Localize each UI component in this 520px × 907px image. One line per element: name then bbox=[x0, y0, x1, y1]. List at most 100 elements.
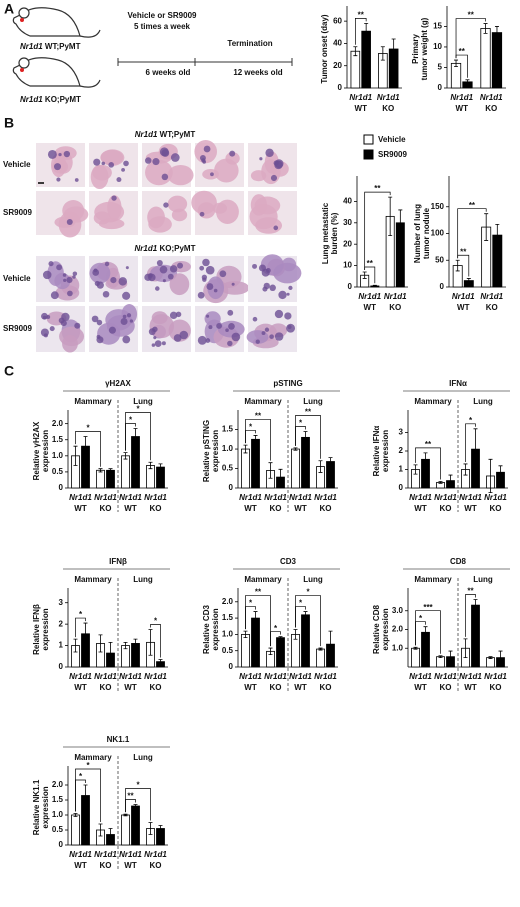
nodule bbox=[96, 319, 103, 326]
genotype: KO;PyMT bbox=[159, 244, 195, 253]
bar bbox=[411, 647, 420, 668]
y-axis-label: expression bbox=[381, 430, 390, 472]
nodule bbox=[122, 314, 127, 319]
row-label: SR9009 bbox=[3, 324, 32, 333]
mouse-label: Nr1d1 WT;PyMT bbox=[20, 42, 81, 51]
bar bbox=[450, 62, 462, 89]
row-label: Vehicle bbox=[3, 274, 31, 283]
group-gene: Nr1d1 bbox=[119, 850, 142, 859]
tissue-label: Mammary bbox=[244, 575, 282, 584]
error-bar bbox=[463, 463, 468, 476]
chart-title: IFNβ bbox=[109, 557, 127, 566]
significance-label: ** bbox=[425, 440, 432, 449]
error-bar bbox=[303, 431, 308, 444]
tissue-lobe bbox=[255, 217, 283, 234]
significance-bracket bbox=[75, 617, 86, 638]
nodule bbox=[42, 270, 52, 280]
error-bar bbox=[463, 638, 468, 659]
error-bar bbox=[148, 629, 153, 656]
error-bar bbox=[98, 468, 103, 473]
y-tick-label: 20 bbox=[333, 61, 342, 70]
nodule bbox=[50, 291, 59, 300]
nodule bbox=[227, 309, 234, 316]
significance-bracket bbox=[295, 595, 321, 647]
nodule bbox=[274, 309, 284, 319]
y-tick-label: 5 bbox=[438, 63, 443, 72]
group-gene: Nr1d1 bbox=[480, 292, 503, 301]
group-genotype: KO bbox=[100, 504, 112, 513]
y-tick-label: 0.5 bbox=[222, 464, 234, 473]
tissue-label: Mammary bbox=[74, 397, 112, 406]
nodule bbox=[162, 279, 166, 283]
group-gene: Nr1d1 bbox=[377, 93, 400, 102]
y-tick-label: 0 bbox=[59, 840, 64, 849]
y-axis-label: Relative CD8 bbox=[372, 605, 381, 654]
group-genotype: WT bbox=[414, 504, 427, 513]
group-genotype: WT bbox=[244, 683, 257, 692]
group-genotype: KO bbox=[490, 683, 502, 692]
chart-title: pSTING bbox=[273, 379, 302, 388]
nodule bbox=[206, 314, 210, 318]
nodule bbox=[48, 261, 54, 267]
error-bar bbox=[253, 435, 258, 444]
bar bbox=[106, 469, 115, 489]
nodule bbox=[199, 265, 205, 271]
significance-label: ** bbox=[467, 587, 474, 596]
tissue-lobe bbox=[191, 190, 217, 215]
group-genotype: WT bbox=[464, 683, 477, 692]
group-gene: Nr1d1 bbox=[358, 292, 381, 301]
significance-label: * bbox=[249, 423, 253, 432]
histology-images bbox=[36, 139, 302, 353]
y-axis-label: Relative γH2AX bbox=[32, 421, 41, 480]
nodule bbox=[74, 322, 81, 329]
group-gene: Nr1d1 bbox=[384, 292, 407, 301]
group-gene: Nr1d1 bbox=[459, 672, 482, 681]
group-gene: Nr1d1 bbox=[289, 493, 312, 502]
error-bar bbox=[158, 463, 163, 471]
nodule bbox=[56, 177, 61, 182]
y-axis-label: burden (%) bbox=[330, 212, 339, 254]
y-tick-label: 0 bbox=[229, 662, 234, 671]
y-axis-label: Primary bbox=[411, 34, 420, 64]
significance-bracket bbox=[355, 18, 367, 45]
nodule bbox=[202, 277, 207, 282]
y-tick-label: 150 bbox=[431, 202, 445, 211]
nodule bbox=[286, 323, 296, 333]
nodule bbox=[62, 273, 67, 277]
frequency: 5 times a week bbox=[134, 22, 191, 31]
significance-label: ** bbox=[469, 201, 476, 210]
error-bar bbox=[448, 474, 453, 487]
group-gene: Nr1d1 bbox=[94, 493, 117, 502]
error-bar bbox=[293, 629, 298, 640]
nodule bbox=[72, 271, 78, 276]
group-genotype: KO bbox=[486, 303, 498, 312]
y-axis-label: Relative IFNβ bbox=[32, 604, 41, 655]
significance-bracket bbox=[245, 419, 271, 461]
y-tick-label: 1.0 bbox=[222, 444, 234, 453]
error-bar bbox=[243, 444, 248, 454]
tissue-label: Lung bbox=[473, 397, 493, 406]
y-tick-label: 3.0 bbox=[392, 606, 404, 615]
group-genotype: WT bbox=[457, 303, 470, 312]
error-bar bbox=[98, 823, 103, 837]
significance-bracket bbox=[125, 412, 151, 461]
y-tick-label: 30 bbox=[343, 218, 352, 227]
y-tick-label: 1.5 bbox=[222, 425, 234, 434]
nodule bbox=[49, 326, 55, 332]
error-bar bbox=[362, 271, 367, 279]
y-tick-label: 3 bbox=[59, 598, 64, 607]
group-genotype: KO bbox=[100, 683, 112, 692]
nodule bbox=[121, 167, 125, 172]
group-genotype: KO bbox=[150, 504, 162, 513]
significance-label: * bbox=[136, 781, 140, 790]
nodule bbox=[170, 153, 180, 162]
y-axis-label: expression bbox=[211, 430, 220, 472]
bar bbox=[96, 469, 105, 489]
group-gene: Nr1d1 bbox=[239, 493, 262, 502]
nodule bbox=[199, 211, 205, 217]
significance-label: ** bbox=[255, 412, 262, 421]
legend-label: Vehicle bbox=[378, 135, 406, 144]
error-bar bbox=[243, 630, 248, 639]
nodule bbox=[169, 311, 178, 320]
mouse-label: Nr1d1 KO;PyMT bbox=[20, 95, 81, 104]
